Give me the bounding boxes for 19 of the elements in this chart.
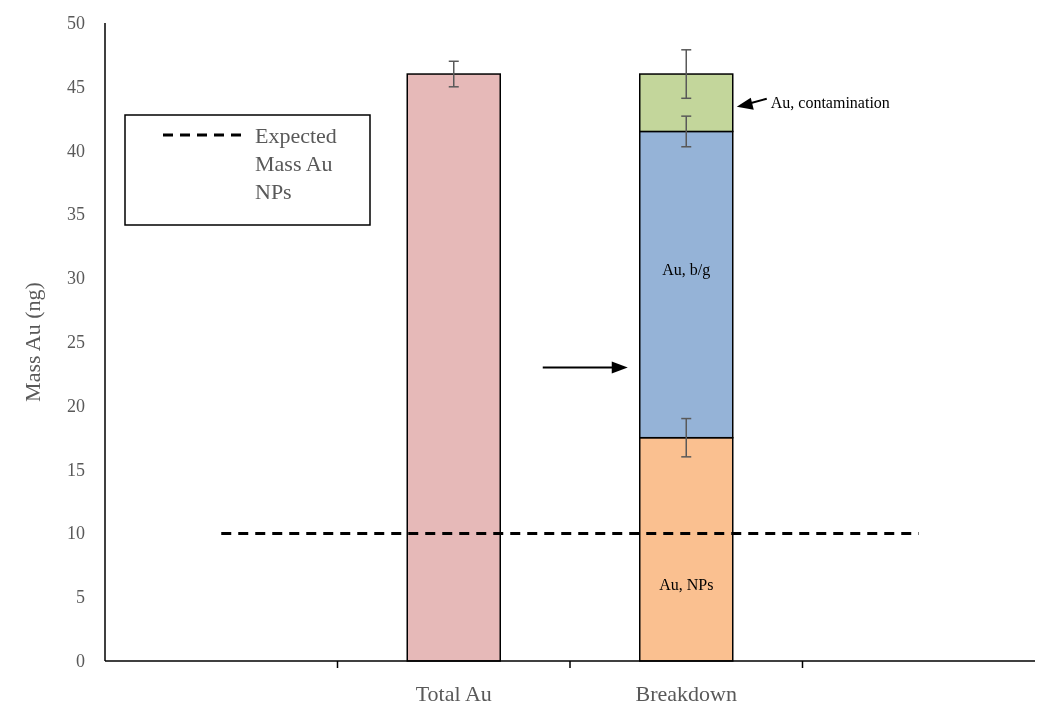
y-tick-label: 45	[67, 76, 85, 97]
y-tick-label: 35	[67, 204, 85, 225]
y-tick-label: 10	[67, 523, 85, 544]
y-tick-label: 0	[76, 651, 85, 671]
y-tick-label: 40	[67, 140, 85, 161]
y-tick-label: 25	[67, 332, 85, 352]
y-tick-label: 50	[67, 13, 85, 33]
y-tick-label: 20	[67, 395, 85, 416]
series-label: Au, b/g	[662, 261, 711, 280]
legend-label: Expected Mass Au NPs	[255, 123, 337, 204]
y-tick-label: 5	[76, 587, 85, 608]
y-tick-label: 30	[67, 268, 85, 289]
x-tick-label: Breakdown	[635, 681, 737, 706]
x-tick-label: Total Au	[415, 681, 492, 706]
y-axis-title: Mass Au (ng)	[20, 282, 45, 402]
series-label: Au, NPs	[659, 575, 714, 593]
y-tick-label: 15	[67, 459, 85, 480]
legend: Expected Mass Au NPs	[124, 114, 371, 226]
legend-label: Au, contamination	[770, 93, 890, 111]
